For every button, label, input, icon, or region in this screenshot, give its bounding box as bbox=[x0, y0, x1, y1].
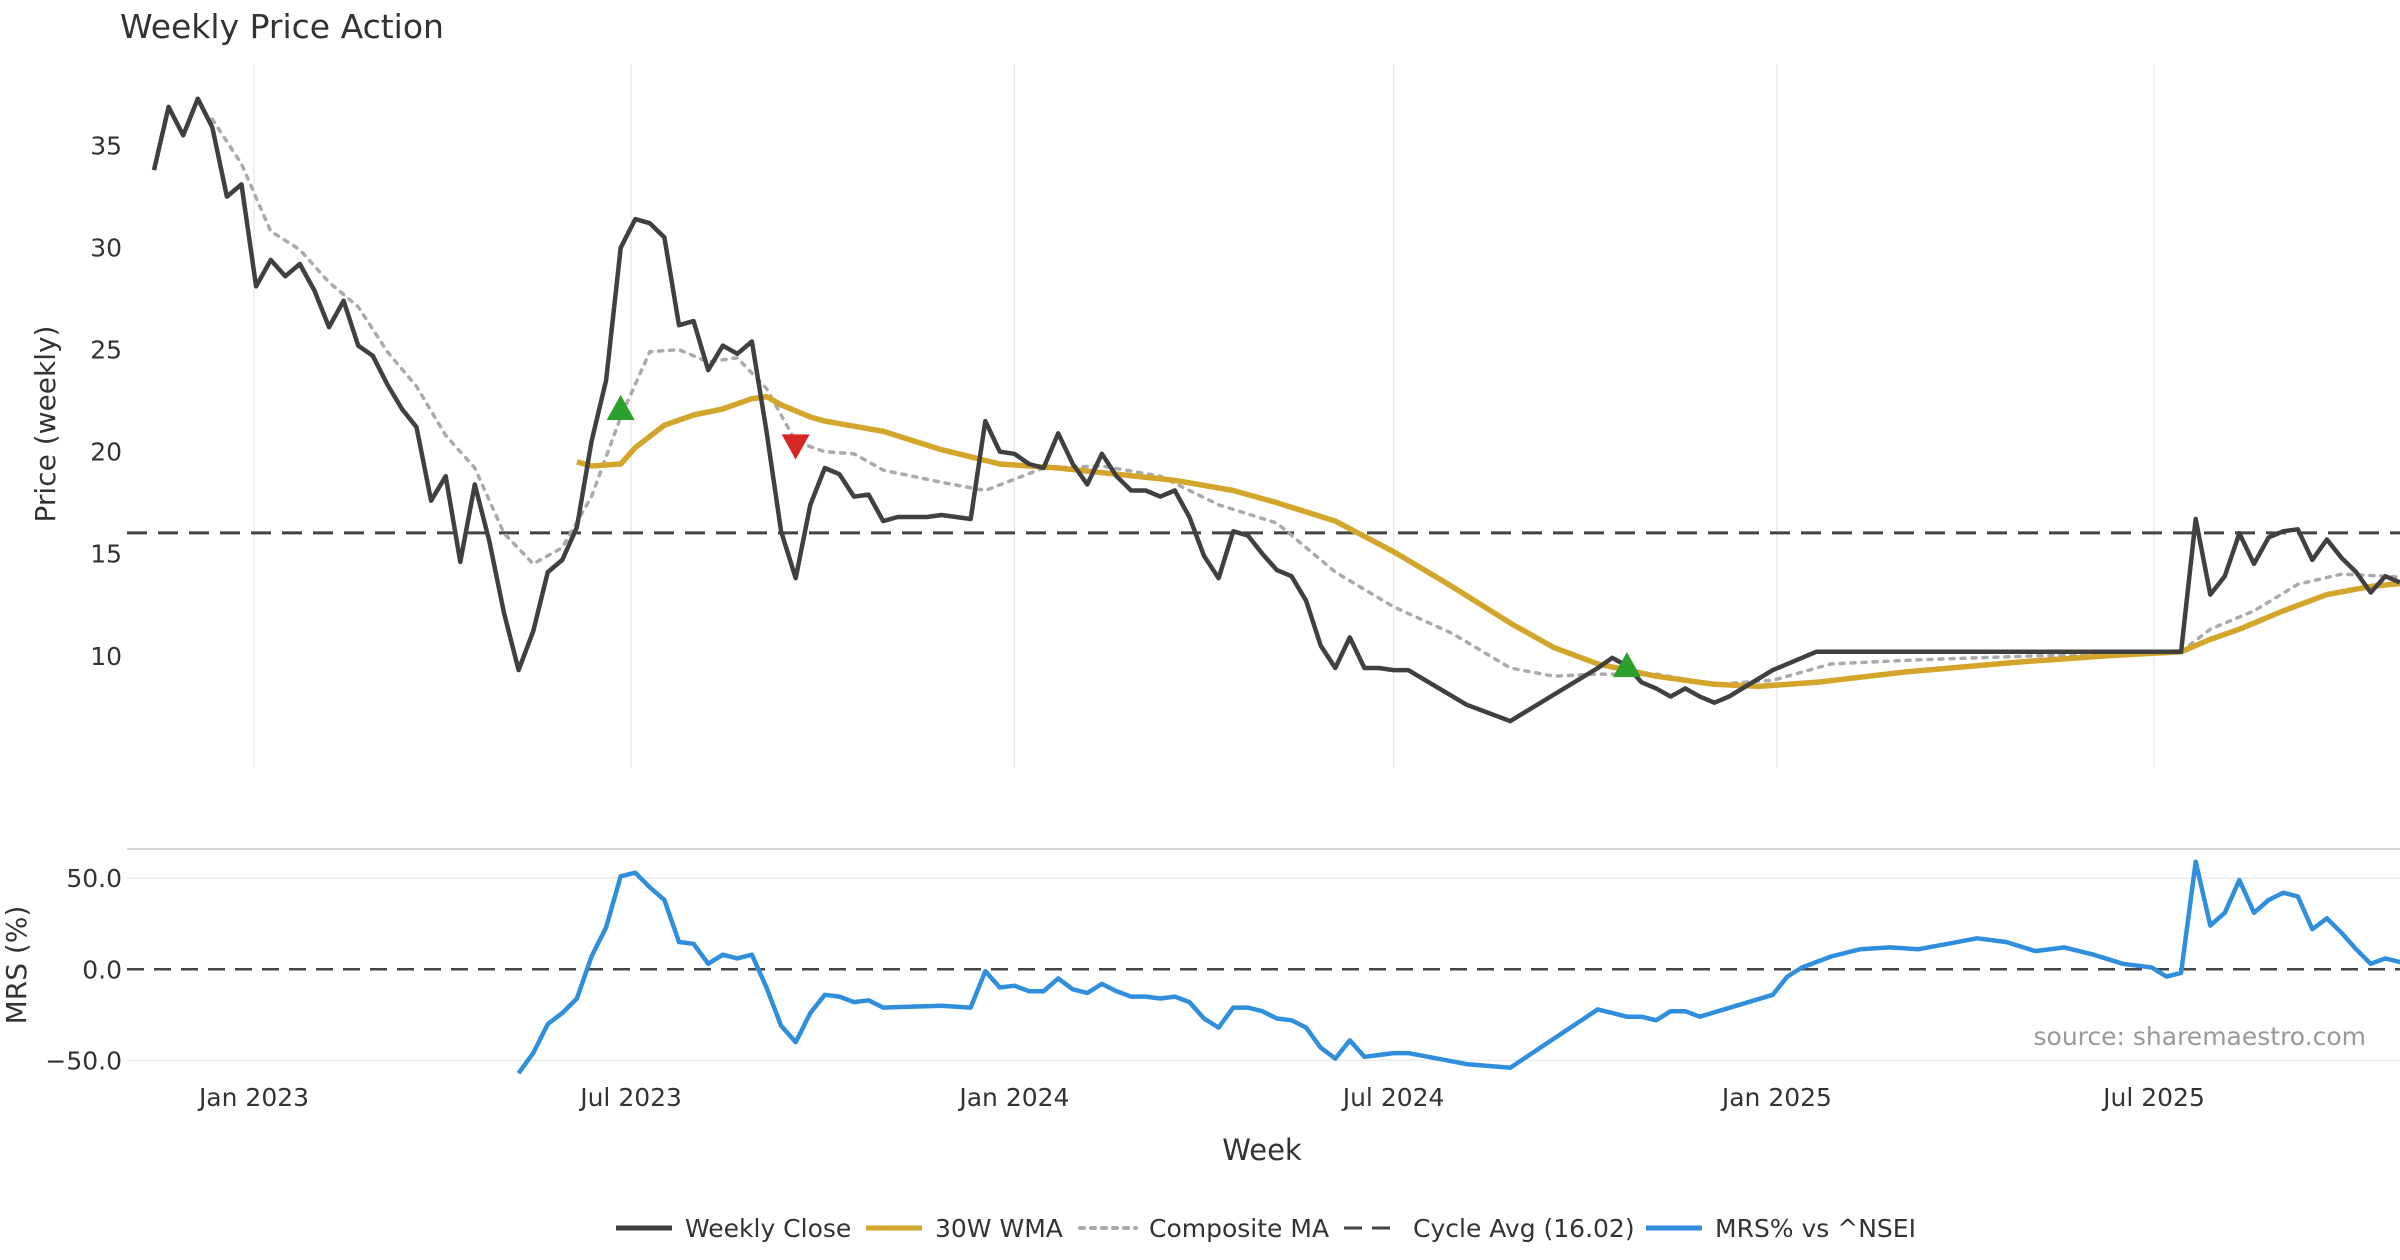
mrs-y-tick-label: −50.0 bbox=[45, 1046, 122, 1075]
composite-ma-line bbox=[210, 117, 2400, 687]
price-y-tick-label: 15 bbox=[90, 540, 122, 569]
x-tick-label: Jul 2024 bbox=[1341, 1083, 1445, 1112]
mrs-grid bbox=[127, 877, 2400, 1062]
weekly-close-line bbox=[151, 96, 2400, 724]
mrs-y-tick-label: 0.0 bbox=[82, 955, 122, 984]
chart-title: Weekly Price Action bbox=[120, 7, 444, 46]
buy-signal-marker bbox=[606, 394, 635, 421]
price-y-tick-label: 10 bbox=[90, 642, 122, 671]
mrs-y-ticks: −50.0 0.0 50.0 bbox=[45, 864, 122, 1075]
price-y-tick-label: 25 bbox=[90, 336, 122, 365]
legend-label: Weekly Close bbox=[685, 1214, 851, 1243]
legend-label: Cycle Avg (16.02) bbox=[1413, 1214, 1635, 1243]
mrs-panel: −50.0 0.0 50.0 MRS (%) source: sharemaestr… bbox=[0, 848, 2400, 1075]
wma-30w-line bbox=[576, 393, 2400, 690]
sell-signal-marker bbox=[781, 434, 810, 460]
mrs-y-tick-label: 50.0 bbox=[66, 864, 122, 893]
signal-markers bbox=[606, 394, 1641, 678]
x-tick-label: Jan 2024 bbox=[957, 1083, 1069, 1112]
legend: Weekly Close 30W WMA Composite MA Cycle Avg… bbox=[616, 1214, 1916, 1243]
x-axis-ticks: Jan 2023 Jul 2023 Jan 2024 Jul 2024 Jan 2025… bbox=[197, 1083, 2205, 1112]
source-note: source: sharemaestro.com bbox=[2034, 1022, 2367, 1051]
x-tick-label: Jan 2025 bbox=[1720, 1083, 1832, 1112]
x-tick-label: Jul 2025 bbox=[2101, 1083, 2205, 1112]
price-y-ticks: 10 15 20 25 30 35 bbox=[90, 132, 122, 671]
price-y-tick-label: 20 bbox=[90, 438, 122, 467]
price-panel: 10 15 20 25 30 35 Price (weekly) bbox=[29, 64, 2400, 768]
legend-label: Composite MA bbox=[1149, 1214, 1329, 1243]
legend-label: 30W WMA bbox=[935, 1214, 1063, 1243]
x-tick-label: Jul 2023 bbox=[578, 1083, 682, 1112]
x-tick-label: Jan 2023 bbox=[197, 1083, 309, 1112]
price-y-axis-label: Price (weekly) bbox=[29, 326, 62, 523]
buy-signal-marker bbox=[1612, 651, 1641, 678]
x-axis-label: Week bbox=[1222, 1133, 1302, 1167]
price-y-tick-label: 30 bbox=[90, 234, 122, 263]
price-y-tick-label: 35 bbox=[90, 132, 122, 161]
price-grid bbox=[253, 64, 2155, 768]
mrs-line bbox=[516, 859, 2400, 1075]
legend-label: MRS% vs ^NSEI bbox=[1715, 1214, 1916, 1243]
mrs-y-axis-label: MRS (%) bbox=[0, 906, 33, 1025]
